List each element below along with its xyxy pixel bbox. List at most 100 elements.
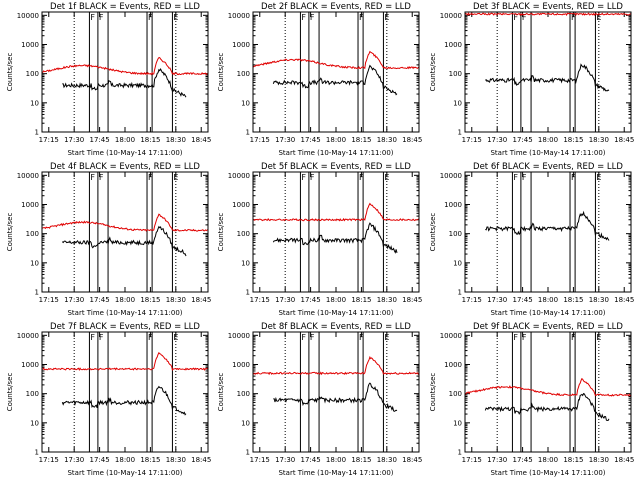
y-axis-label: Counts/sec: [429, 373, 437, 412]
x-tick-label: 18:30: [166, 136, 186, 144]
chart-title: Det 3f BLACK = Events, RED = LLD: [473, 2, 623, 12]
y-axis-label: Counts/sec: [217, 53, 225, 92]
chart-panel-3: Det 3f BLACK = Events, RED = LLD Counts/s…: [429, 2, 634, 157]
flag-label: F: [148, 13, 153, 22]
y-tick-label: 10000: [17, 332, 39, 340]
x-tick-label: 17:45: [89, 136, 109, 144]
x-tick-label: 17:15: [462, 136, 482, 144]
x-tick-label: 18:30: [166, 296, 186, 304]
x-tick-label: 18:45: [191, 136, 211, 144]
x-tick-label: 18:15: [351, 456, 371, 464]
x-tick-label: 17:45: [89, 456, 109, 464]
series-events: [485, 63, 610, 92]
x-tick-label: 17:30: [275, 456, 295, 464]
y-tick-label: 10000: [440, 12, 462, 20]
series-events: [484, 392, 610, 422]
y-tick-label: 1: [246, 449, 250, 457]
x-tick-label: 17:15: [250, 136, 270, 144]
x-tick-label: 18:00: [538, 296, 558, 304]
y-tick-label: 1000: [21, 201, 39, 209]
y-tick-label: 10: [30, 419, 39, 427]
x-tick-label: 17:45: [300, 456, 320, 464]
y-tick-label: 1: [35, 129, 39, 137]
y-tick-label: 10: [453, 99, 462, 107]
x-axis-label: Start Time (10-May-14 17:11:00): [278, 309, 393, 317]
series-lld: [252, 202, 420, 222]
flag-label: E: [384, 173, 389, 182]
y-tick-label: 10: [241, 419, 250, 427]
series-lld: [252, 355, 420, 376]
chart-panel-9: Det 9f BLACK = Events, RED = LLD Counts/s…: [429, 322, 634, 477]
series-events: [272, 64, 398, 96]
flag-label: F: [513, 13, 518, 22]
x-tick-label: 17:15: [462, 296, 482, 304]
x-tick-label: 18:00: [115, 296, 135, 304]
x-axis-label: Start Time (10-May-14 17:11:00): [490, 469, 605, 477]
x-tick-label: 17:30: [487, 456, 507, 464]
x-tick-label: 18:45: [191, 456, 211, 464]
chart-title: Det 2f BLACK = Events, RED = LLD: [261, 2, 411, 12]
series-lld: [252, 50, 420, 70]
x-tick-label: 18:30: [589, 456, 609, 464]
x-tick-label: 18:00: [115, 136, 135, 144]
flag-label: F: [359, 13, 364, 22]
y-axis-label: Counts/sec: [429, 213, 437, 252]
x-tick-label: 18:15: [563, 136, 583, 144]
x-tick-label: 17:15: [250, 456, 270, 464]
y-tick-label: 10000: [228, 172, 250, 180]
x-tick-label: 18:00: [326, 456, 346, 464]
x-tick-label: 18:30: [589, 136, 609, 144]
flag-label: F: [148, 173, 153, 182]
flag-label: F: [90, 13, 95, 22]
series-events: [273, 382, 398, 412]
flag-label: E: [596, 333, 601, 342]
flag-label: F: [359, 173, 364, 182]
x-tick-label: 18:30: [377, 136, 397, 144]
y-tick-label: 10000: [17, 12, 39, 20]
flag-label: F: [301, 13, 306, 22]
chart-title: Det 8f BLACK = Events, RED = LLD: [261, 322, 411, 332]
x-tick-label: 18:00: [538, 456, 558, 464]
y-tick-label: 1000: [232, 361, 250, 369]
plot-frame: [41, 171, 209, 293]
x-tick-label: 17:15: [250, 296, 270, 304]
x-tick-label: 17:45: [300, 296, 320, 304]
x-tick-label: 17:15: [39, 136, 59, 144]
y-tick-label: 1: [35, 289, 39, 297]
flag-label: F: [99, 173, 104, 182]
x-axis-label: Start Time (10-May-14 17:11:00): [278, 149, 393, 157]
x-tick-label: 18:15: [140, 296, 160, 304]
y-tick-label: 100: [237, 230, 250, 238]
x-tick-label: 17:30: [275, 296, 295, 304]
plot-frame: [464, 171, 632, 293]
series-events: [61, 225, 187, 257]
flag-label: F: [571, 13, 576, 22]
x-axis-label: Start Time (10-May-14 17:11:00): [490, 149, 605, 157]
x-tick-label: 18:45: [402, 456, 422, 464]
flag-label: E: [384, 13, 389, 22]
x-tick-label: 17:30: [487, 136, 507, 144]
series-lld: [464, 12, 632, 17]
series-lld: [42, 351, 209, 372]
x-tick-label: 18:15: [140, 456, 160, 464]
x-tick-label: 17:45: [512, 456, 532, 464]
y-axis-label: Counts/sec: [429, 53, 437, 92]
flag-label: F: [513, 173, 518, 182]
chart-panel-8: Det 8f BLACK = Events, RED = LLD Counts/s…: [217, 322, 422, 477]
y-axis-label: Counts/sec: [217, 213, 225, 252]
x-tick-label: 18:30: [377, 456, 397, 464]
flag-label: F: [90, 173, 95, 182]
x-tick-label: 17:30: [64, 296, 84, 304]
x-tick-label: 17:30: [487, 296, 507, 304]
y-tick-label: 1: [246, 129, 250, 137]
series-events: [62, 68, 187, 98]
x-tick-label: 17:45: [300, 136, 320, 144]
x-tick-label: 18:15: [563, 296, 583, 304]
x-tick-label: 17:15: [462, 456, 482, 464]
x-tick-label: 18:00: [326, 296, 346, 304]
flag-label: F: [301, 333, 306, 342]
plot-frame: [464, 331, 632, 453]
chart-title: Det 1f BLACK = Events, RED = LLD: [50, 2, 200, 12]
y-tick-label: 10: [241, 99, 250, 107]
